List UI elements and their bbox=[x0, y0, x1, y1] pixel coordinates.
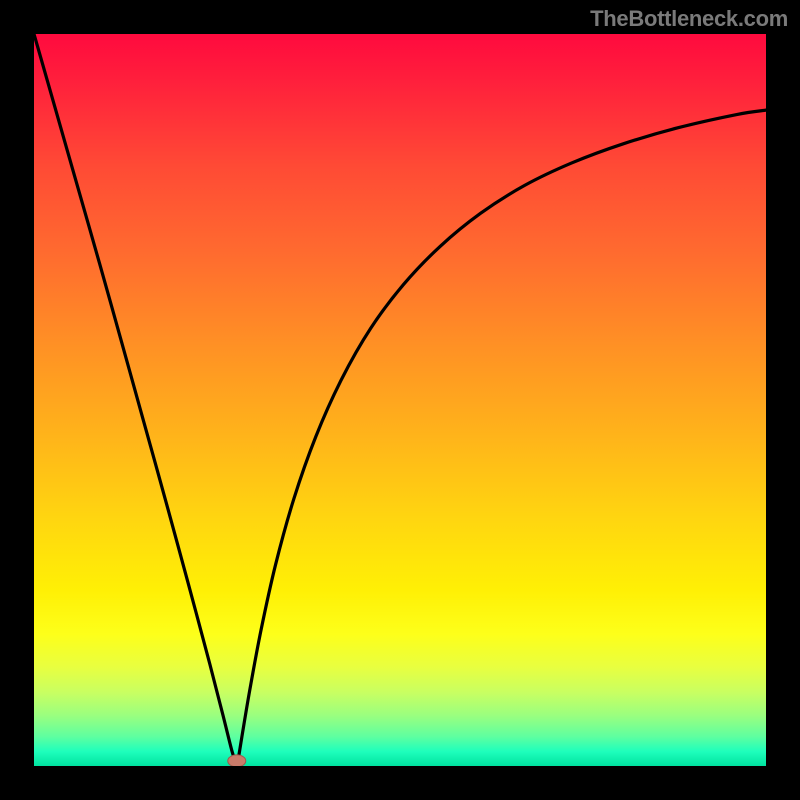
curve-overlay bbox=[34, 34, 766, 766]
watermark-text: TheBottleneck.com bbox=[590, 6, 788, 32]
bottleneck-curve bbox=[34, 34, 766, 764]
optimal-point-marker bbox=[228, 755, 246, 766]
chart-frame: TheBottleneck.com bbox=[0, 0, 800, 800]
plot-area bbox=[34, 34, 766, 766]
